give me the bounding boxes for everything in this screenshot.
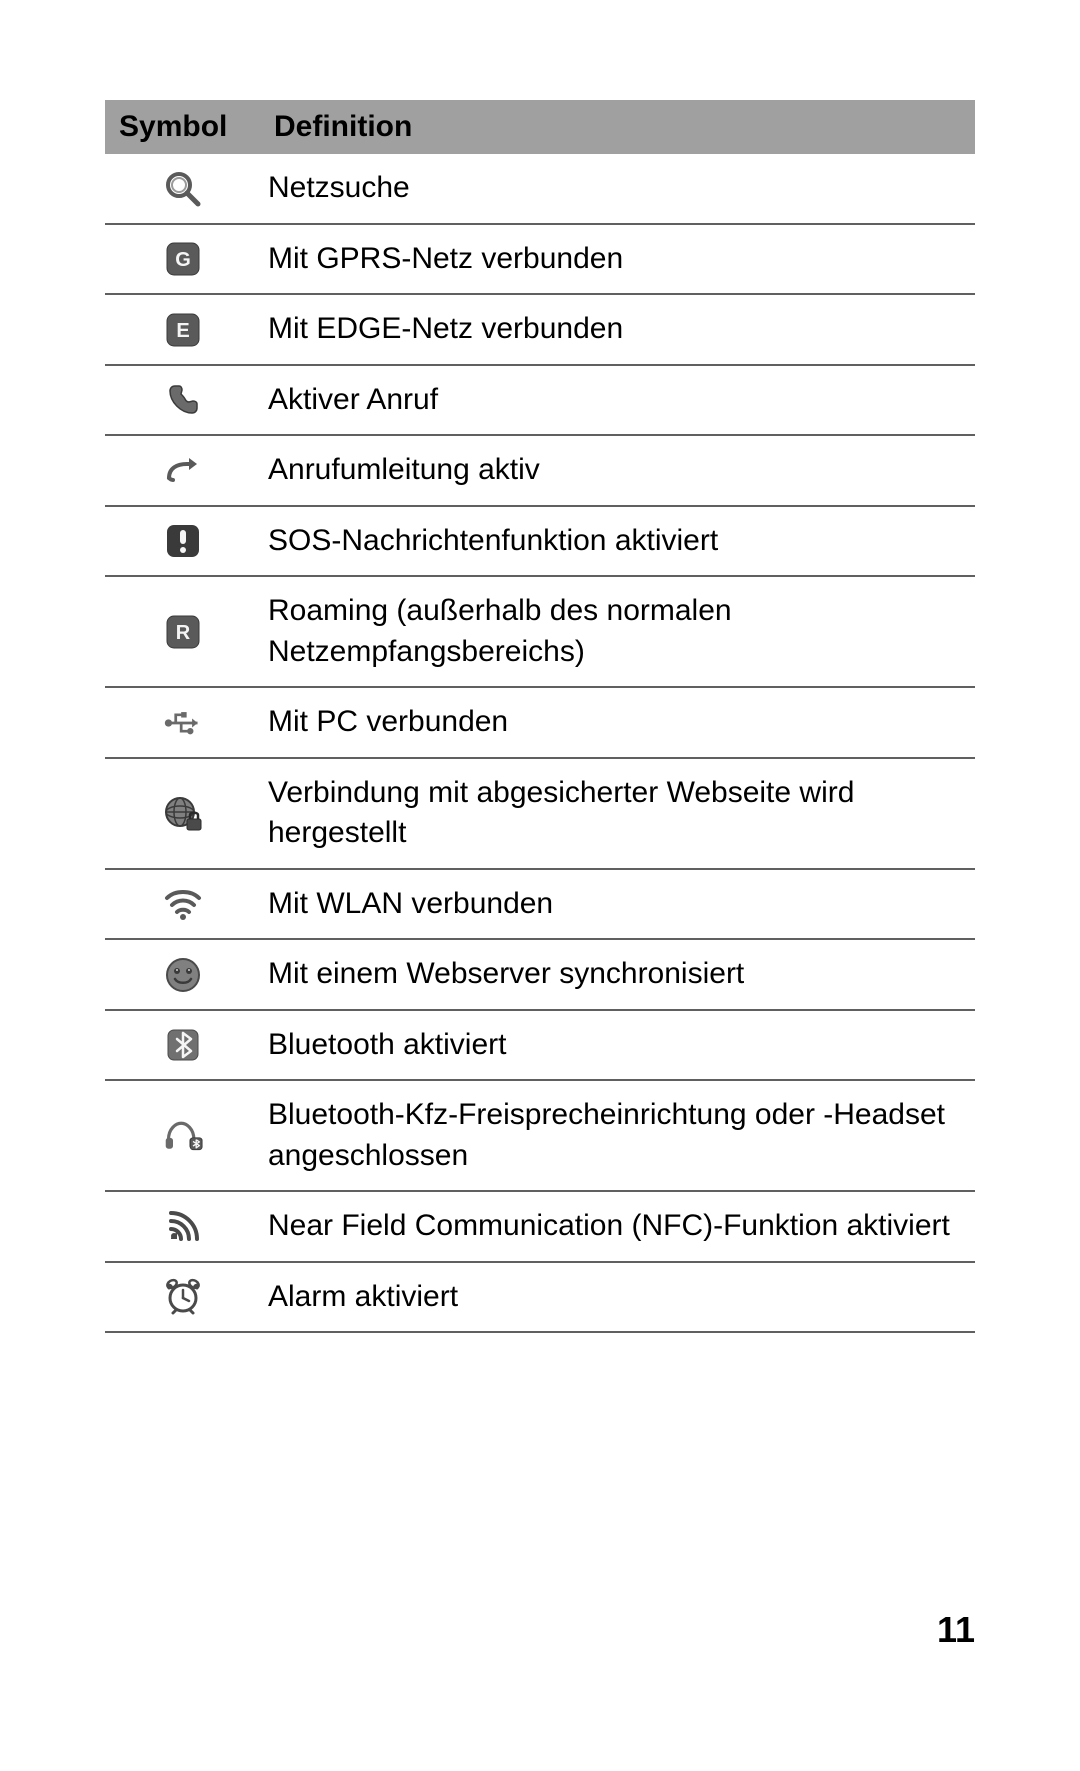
svg-text:G: G — [175, 249, 191, 271]
phone-icon — [163, 380, 203, 420]
table-row: Bluetooth-Kfz-Freisprecheinrichtung oder… — [105, 1080, 975, 1191]
table-row: Alarm aktiviert — [105, 1262, 975, 1333]
roaming-icon: R — [163, 612, 203, 652]
call-forward-icon — [163, 451, 203, 491]
symbol-cell — [105, 1191, 260, 1262]
table-row: SOS-Nachrichtenfunktion aktiviert — [105, 506, 975, 577]
symbol-cell: R — [105, 576, 260, 687]
definition-cell: SOS-Nachrichtenfunktion aktiviert — [260, 506, 975, 577]
definition-cell: Alarm aktiviert — [260, 1262, 975, 1333]
symbol-cell — [105, 1080, 260, 1191]
symbol-cell — [105, 435, 260, 506]
header-symbol: Symbol — [105, 100, 260, 154]
symbol-cell — [105, 506, 260, 577]
symbol-cell — [105, 154, 260, 224]
symbol-cell — [105, 939, 260, 1010]
definition-cell: Netzsuche — [260, 154, 975, 224]
usb-icon — [163, 703, 203, 743]
definition-cell: Bluetooth aktiviert — [260, 1010, 975, 1081]
symbol-cell — [105, 869, 260, 940]
symbol-cell — [105, 687, 260, 758]
definition-cell: Bluetooth-Kfz-Freisprecheinrichtung oder… — [260, 1080, 975, 1191]
nfc-icon — [163, 1207, 203, 1247]
header-definition: Definition — [260, 100, 975, 154]
search-icon — [163, 169, 203, 209]
symbol-cell: E — [105, 294, 260, 365]
definition-cell: Aktiver Anruf — [260, 365, 975, 436]
table-row: Bluetooth aktiviert — [105, 1010, 975, 1081]
svg-text:R: R — [175, 622, 190, 644]
alarm-icon — [163, 1277, 203, 1317]
table-row: Netzsuche — [105, 154, 975, 224]
page-number: 11 — [937, 1609, 975, 1651]
table-row: R Roaming (außerhalb des normalen Netzem… — [105, 576, 975, 687]
manual-page: Symbol Definition Netzsuche — [0, 0, 1080, 1771]
definition-cell: Near Field Communication (NFC)-Funktion … — [260, 1191, 975, 1262]
gprs-icon: G — [163, 239, 203, 279]
table-row: E Mit EDGE-Netz verbunden — [105, 294, 975, 365]
edge-icon: E — [163, 310, 203, 350]
svg-text:E: E — [176, 320, 189, 342]
wifi-icon — [163, 884, 203, 924]
symbol-definition-table: Symbol Definition Netzsuche — [105, 100, 975, 1333]
sos-icon — [163, 521, 203, 561]
table-row: Verbindung mit abgesicherter Webseite wi… — [105, 758, 975, 869]
definition-cell: Mit WLAN verbunden — [260, 869, 975, 940]
symbol-cell — [105, 758, 260, 869]
sync-icon — [163, 955, 203, 995]
symbol-cell — [105, 1010, 260, 1081]
table-row: Aktiver Anruf — [105, 365, 975, 436]
table-row: G Mit GPRS-Netz verbunden — [105, 224, 975, 295]
table-row: Mit einem Webserver synchronisiert — [105, 939, 975, 1010]
table-row: Near Field Communication (NFC)-Funktion … — [105, 1191, 975, 1262]
symbol-cell — [105, 365, 260, 436]
bluetooth-icon — [163, 1025, 203, 1065]
table-header-row: Symbol Definition — [105, 100, 975, 154]
definition-cell: Anrufumleitung aktiv — [260, 435, 975, 506]
bt-headset-icon — [163, 1116, 203, 1156]
table-row: Mit WLAN verbunden — [105, 869, 975, 940]
secure-web-icon — [163, 794, 203, 834]
definition-cell: Verbindung mit abgesicherter Webseite wi… — [260, 758, 975, 869]
symbol-cell — [105, 1262, 260, 1333]
definition-cell: Mit PC verbunden — [260, 687, 975, 758]
table-row: Anrufumleitung aktiv — [105, 435, 975, 506]
table-row: Mit PC verbunden — [105, 687, 975, 758]
definition-cell: Mit EDGE-Netz verbunden — [260, 294, 975, 365]
definition-cell: Mit einem Webserver synchronisiert — [260, 939, 975, 1010]
definition-cell: Roaming (außerhalb des normalen Netzempf… — [260, 576, 975, 687]
symbol-cell: G — [105, 224, 260, 295]
definition-cell: Mit GPRS-Netz verbunden — [260, 224, 975, 295]
